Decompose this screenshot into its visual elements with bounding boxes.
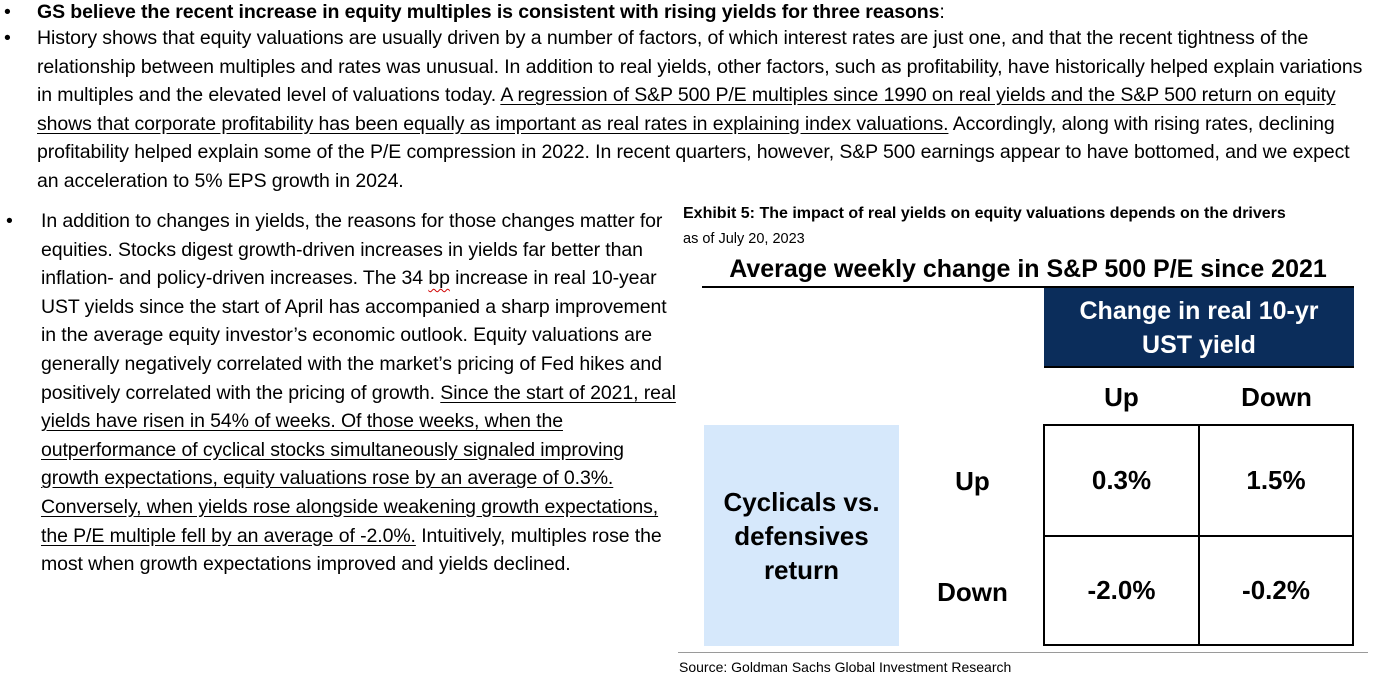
spellcheck-word: bp xyxy=(428,267,450,290)
column-label-down: Down xyxy=(1241,381,1312,412)
column-header: Change in real 10-yr UST yield xyxy=(1044,288,1354,366)
value-up-down: 1.5% xyxy=(1246,465,1306,495)
value-down-up: -2.0% xyxy=(1087,575,1156,605)
exhibit-title: Exhibit 5: The impact of real yields on … xyxy=(683,205,1286,222)
title-rule xyxy=(702,286,1354,288)
row-header-line: defensives xyxy=(734,520,869,551)
exhibit-date: as of July 20, 2023 xyxy=(683,231,805,247)
column-header-line: UST yield xyxy=(1142,331,1256,359)
table-title: Average weekly change in S&P 500 P/E sin… xyxy=(729,255,1327,283)
bullet-1-colon: : xyxy=(939,1,945,23)
value-up-up: 0.3% xyxy=(1091,465,1152,495)
row-label-down: Down xyxy=(937,576,1008,607)
value-down-down: -0.2% xyxy=(1242,575,1310,605)
column-header-line: Change in real 10-yr xyxy=(1079,297,1319,325)
bullet-1-heading: GS believe the recent increase in equity… xyxy=(37,1,940,23)
bullet-3-text-part: increase in real 10-year UST yields sinc… xyxy=(41,267,667,404)
bullet-3-text-part: Intuitively, multiples rose the most whe… xyxy=(41,524,662,576)
bullet-3-underlined-claim: Since the start of 2021, real yields hav… xyxy=(41,381,676,547)
grid-divider-horizontal xyxy=(1043,535,1354,537)
row-header-line: Cyclicals vs. xyxy=(723,486,880,517)
row-header: Cyclicals vs. defensives return xyxy=(704,425,899,646)
column-label-up: Up xyxy=(1104,381,1139,412)
bullet-marker: • xyxy=(6,210,13,232)
bullet-2-underlined-claim: A regression of S&P 500 P/E multiples si… xyxy=(37,84,1336,135)
source-rule xyxy=(678,652,1368,653)
bullet-3-text-part: In addition to changes in yields, the re… xyxy=(41,210,663,290)
source-note: Source: Goldman Sachs Global Investment … xyxy=(679,659,1012,675)
bullet-2-text: History shows that equity valuations are… xyxy=(37,24,1367,196)
bullet-1-text: GS believe the recent increase in equity… xyxy=(37,0,945,27)
bullet-2-text-part: Accordingly, along with rising rates, de… xyxy=(37,112,1350,192)
bullet-marker: • xyxy=(4,1,11,23)
row-label-up: Up xyxy=(955,465,990,496)
bullet-2-text-part: History shows that equity valuations are… xyxy=(37,27,1363,107)
bullet-marker: • xyxy=(4,27,11,49)
column-header-rule xyxy=(1044,366,1354,368)
bullet-3-text: In addition to changes in yields, the re… xyxy=(41,207,686,579)
row-header-line: return xyxy=(763,554,840,585)
